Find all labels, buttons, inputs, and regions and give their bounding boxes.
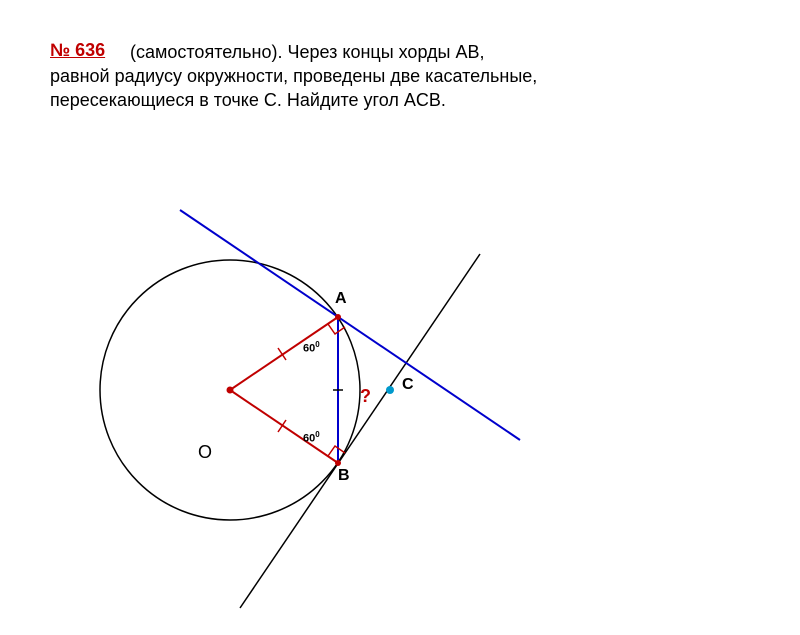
radius-ob [230, 390, 338, 463]
angle-60-top: 600 [303, 340, 320, 355]
label-a: A [335, 290, 347, 308]
tangent-line-b [240, 254, 480, 608]
problem-text-line2: равной радиусу окружности, проведены две… [50, 64, 537, 89]
geometry-diagram: A B C O 600 600 ? [80, 170, 500, 590]
angle-60-bottom: 600 [303, 430, 320, 445]
point-a-dot [335, 314, 341, 320]
label-c: C [402, 376, 414, 394]
question-mark: ? [360, 386, 371, 407]
tangent-line-a [180, 210, 520, 440]
problem-text-line3: пересекающиеся в точке C. Найдите угол A… [50, 88, 446, 113]
radius-oa [230, 317, 338, 390]
point-b-dot [335, 460, 341, 466]
point-c-dot [386, 386, 394, 394]
problem-text-line1: (самостоятельно). Через концы хорды AB, [130, 40, 485, 65]
label-o: O [198, 442, 212, 463]
label-b: B [338, 467, 350, 485]
diagram-svg [80, 170, 540, 630]
center-dot [227, 387, 234, 394]
problem-number: № 636 [50, 40, 105, 61]
